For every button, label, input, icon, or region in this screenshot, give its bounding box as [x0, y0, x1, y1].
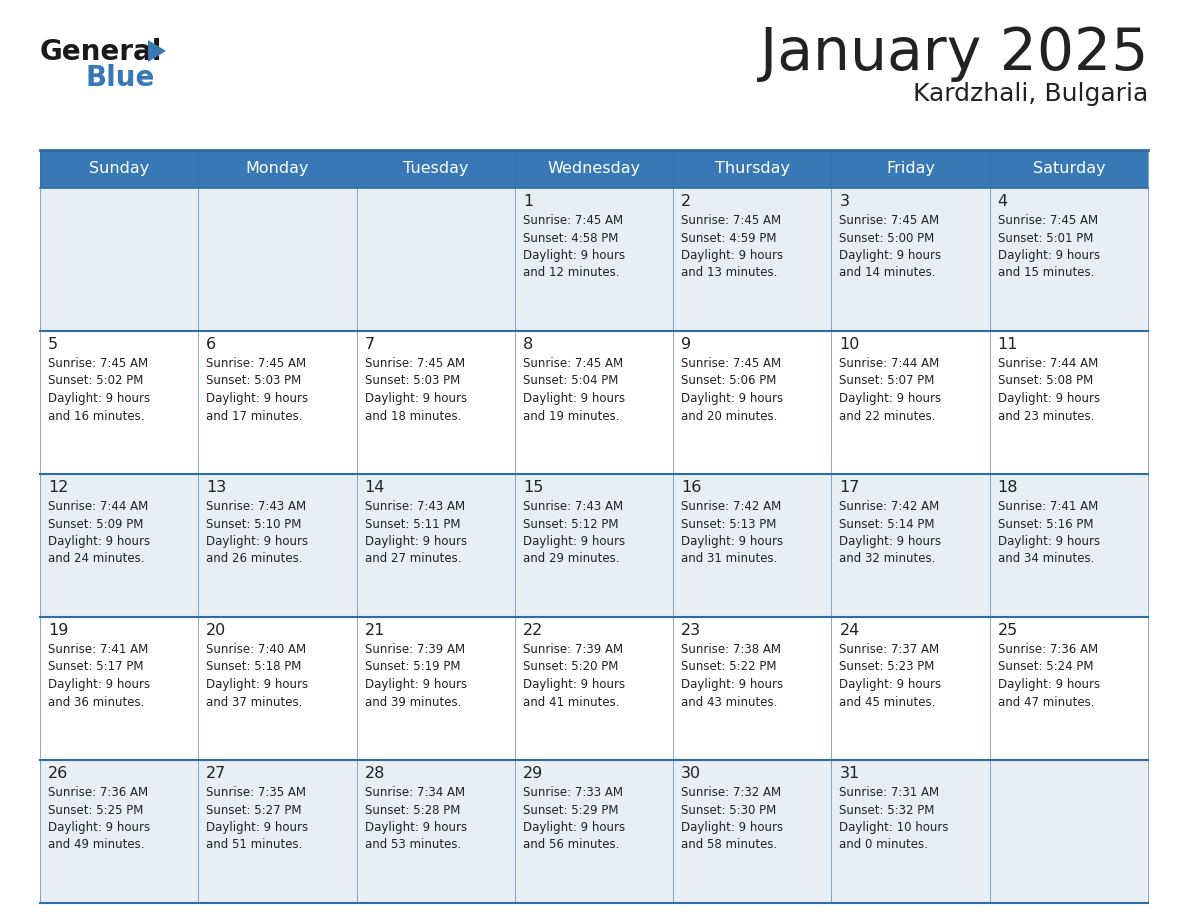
Text: Thursday: Thursday: [715, 162, 790, 176]
Bar: [40, 150, 198, 188]
Text: Friday: Friday: [886, 162, 935, 176]
Text: 18: 18: [998, 480, 1018, 495]
Text: Sunrise: 7:33 AM
Sunset: 5:29 PM
Daylight: 9 hours
and 56 minutes.: Sunrise: 7:33 AM Sunset: 5:29 PM Dayligh…: [523, 786, 625, 852]
Text: 20: 20: [207, 623, 227, 638]
Text: Sunrise: 7:44 AM
Sunset: 5:07 PM
Daylight: 9 hours
and 22 minutes.: Sunrise: 7:44 AM Sunset: 5:07 PM Dayligh…: [840, 357, 942, 422]
Text: Saturday: Saturday: [1032, 162, 1105, 176]
Text: Sunrise: 7:45 AM
Sunset: 5:03 PM
Daylight: 9 hours
and 18 minutes.: Sunrise: 7:45 AM Sunset: 5:03 PM Dayligh…: [365, 357, 467, 422]
Bar: [674, 150, 832, 188]
Text: 14: 14: [365, 480, 385, 495]
Text: Kardzhali, Bulgaria: Kardzhali, Bulgaria: [912, 82, 1148, 106]
Bar: [198, 150, 356, 188]
Text: Sunrise: 7:35 AM
Sunset: 5:27 PM
Daylight: 9 hours
and 51 minutes.: Sunrise: 7:35 AM Sunset: 5:27 PM Dayligh…: [207, 786, 309, 852]
Text: Sunrise: 7:45 AM
Sunset: 5:06 PM
Daylight: 9 hours
and 20 minutes.: Sunrise: 7:45 AM Sunset: 5:06 PM Dayligh…: [681, 357, 783, 422]
Text: 10: 10: [840, 337, 860, 352]
Text: 25: 25: [998, 623, 1018, 638]
Text: 12: 12: [48, 480, 69, 495]
Bar: [832, 150, 990, 188]
Text: Sunday: Sunday: [89, 162, 150, 176]
Text: 7: 7: [365, 337, 374, 352]
Text: Sunrise: 7:45 AM
Sunset: 5:04 PM
Daylight: 9 hours
and 19 minutes.: Sunrise: 7:45 AM Sunset: 5:04 PM Dayligh…: [523, 357, 625, 422]
Text: 3: 3: [840, 194, 849, 209]
Text: Sunrise: 7:34 AM
Sunset: 5:28 PM
Daylight: 9 hours
and 53 minutes.: Sunrise: 7:34 AM Sunset: 5:28 PM Dayligh…: [365, 786, 467, 852]
Text: Sunrise: 7:43 AM
Sunset: 5:10 PM
Daylight: 9 hours
and 26 minutes.: Sunrise: 7:43 AM Sunset: 5:10 PM Dayligh…: [207, 500, 309, 565]
Text: 9: 9: [681, 337, 691, 352]
Text: 22: 22: [523, 623, 543, 638]
Text: Sunrise: 7:44 AM
Sunset: 5:08 PM
Daylight: 9 hours
and 23 minutes.: Sunrise: 7:44 AM Sunset: 5:08 PM Dayligh…: [998, 357, 1100, 422]
Text: Sunrise: 7:41 AM
Sunset: 5:17 PM
Daylight: 9 hours
and 36 minutes.: Sunrise: 7:41 AM Sunset: 5:17 PM Dayligh…: [48, 643, 150, 709]
Text: 23: 23: [681, 623, 701, 638]
Text: Sunrise: 7:44 AM
Sunset: 5:09 PM
Daylight: 9 hours
and 24 minutes.: Sunrise: 7:44 AM Sunset: 5:09 PM Dayligh…: [48, 500, 150, 565]
Text: Sunrise: 7:42 AM
Sunset: 5:13 PM
Daylight: 9 hours
and 31 minutes.: Sunrise: 7:42 AM Sunset: 5:13 PM Dayligh…: [681, 500, 783, 565]
Bar: [40, 617, 1148, 760]
Text: Blue: Blue: [86, 64, 156, 92]
Text: Sunrise: 7:43 AM
Sunset: 5:11 PM
Daylight: 9 hours
and 27 minutes.: Sunrise: 7:43 AM Sunset: 5:11 PM Dayligh…: [365, 500, 467, 565]
Text: Sunrise: 7:42 AM
Sunset: 5:14 PM
Daylight: 9 hours
and 32 minutes.: Sunrise: 7:42 AM Sunset: 5:14 PM Dayligh…: [840, 500, 942, 565]
Text: Sunrise: 7:45 AM
Sunset: 5:01 PM
Daylight: 9 hours
and 15 minutes.: Sunrise: 7:45 AM Sunset: 5:01 PM Dayligh…: [998, 214, 1100, 279]
Text: January 2025: January 2025: [759, 25, 1148, 82]
Text: 27: 27: [207, 766, 227, 781]
Text: Sunrise: 7:38 AM
Sunset: 5:22 PM
Daylight: 9 hours
and 43 minutes.: Sunrise: 7:38 AM Sunset: 5:22 PM Dayligh…: [681, 643, 783, 709]
Text: 6: 6: [207, 337, 216, 352]
Text: 8: 8: [523, 337, 533, 352]
Text: Sunrise: 7:32 AM
Sunset: 5:30 PM
Daylight: 9 hours
and 58 minutes.: Sunrise: 7:32 AM Sunset: 5:30 PM Dayligh…: [681, 786, 783, 852]
Bar: [990, 150, 1148, 188]
Bar: [40, 760, 1148, 903]
Text: 29: 29: [523, 766, 543, 781]
Text: 17: 17: [840, 480, 860, 495]
Text: 1: 1: [523, 194, 533, 209]
Text: Sunrise: 7:31 AM
Sunset: 5:32 PM
Daylight: 10 hours
and 0 minutes.: Sunrise: 7:31 AM Sunset: 5:32 PM Dayligh…: [840, 786, 949, 852]
Text: 24: 24: [840, 623, 860, 638]
Text: 2: 2: [681, 194, 691, 209]
Text: Sunrise: 7:37 AM
Sunset: 5:23 PM
Daylight: 9 hours
and 45 minutes.: Sunrise: 7:37 AM Sunset: 5:23 PM Dayligh…: [840, 643, 942, 709]
Text: Sunrise: 7:39 AM
Sunset: 5:20 PM
Daylight: 9 hours
and 41 minutes.: Sunrise: 7:39 AM Sunset: 5:20 PM Dayligh…: [523, 643, 625, 709]
Text: Sunrise: 7:43 AM
Sunset: 5:12 PM
Daylight: 9 hours
and 29 minutes.: Sunrise: 7:43 AM Sunset: 5:12 PM Dayligh…: [523, 500, 625, 565]
Text: 30: 30: [681, 766, 701, 781]
Bar: [40, 188, 1148, 331]
Text: Sunrise: 7:36 AM
Sunset: 5:25 PM
Daylight: 9 hours
and 49 minutes.: Sunrise: 7:36 AM Sunset: 5:25 PM Dayligh…: [48, 786, 150, 852]
Text: Sunrise: 7:40 AM
Sunset: 5:18 PM
Daylight: 9 hours
and 37 minutes.: Sunrise: 7:40 AM Sunset: 5:18 PM Dayligh…: [207, 643, 309, 709]
Text: 28: 28: [365, 766, 385, 781]
Text: Sunrise: 7:45 AM
Sunset: 5:02 PM
Daylight: 9 hours
and 16 minutes.: Sunrise: 7:45 AM Sunset: 5:02 PM Dayligh…: [48, 357, 150, 422]
Text: Sunrise: 7:45 AM
Sunset: 4:58 PM
Daylight: 9 hours
and 12 minutes.: Sunrise: 7:45 AM Sunset: 4:58 PM Dayligh…: [523, 214, 625, 279]
Text: 15: 15: [523, 480, 543, 495]
Text: 11: 11: [998, 337, 1018, 352]
Text: Sunrise: 7:36 AM
Sunset: 5:24 PM
Daylight: 9 hours
and 47 minutes.: Sunrise: 7:36 AM Sunset: 5:24 PM Dayligh…: [998, 643, 1100, 709]
Text: 13: 13: [207, 480, 227, 495]
Bar: [40, 474, 1148, 617]
Text: Sunrise: 7:45 AM
Sunset: 5:00 PM
Daylight: 9 hours
and 14 minutes.: Sunrise: 7:45 AM Sunset: 5:00 PM Dayligh…: [840, 214, 942, 279]
Text: 16: 16: [681, 480, 702, 495]
Text: Monday: Monday: [246, 162, 309, 176]
Bar: [40, 331, 1148, 474]
Text: Sunrise: 7:39 AM
Sunset: 5:19 PM
Daylight: 9 hours
and 39 minutes.: Sunrise: 7:39 AM Sunset: 5:19 PM Dayligh…: [365, 643, 467, 709]
Text: Sunrise: 7:45 AM
Sunset: 5:03 PM
Daylight: 9 hours
and 17 minutes.: Sunrise: 7:45 AM Sunset: 5:03 PM Dayligh…: [207, 357, 309, 422]
Text: Wednesday: Wednesday: [548, 162, 640, 176]
Text: Tuesday: Tuesday: [403, 162, 468, 176]
Text: 5: 5: [48, 337, 58, 352]
Text: Sunrise: 7:45 AM
Sunset: 4:59 PM
Daylight: 9 hours
and 13 minutes.: Sunrise: 7:45 AM Sunset: 4:59 PM Dayligh…: [681, 214, 783, 279]
Text: Sunrise: 7:41 AM
Sunset: 5:16 PM
Daylight: 9 hours
and 34 minutes.: Sunrise: 7:41 AM Sunset: 5:16 PM Dayligh…: [998, 500, 1100, 565]
Bar: [514, 150, 674, 188]
Text: 19: 19: [48, 623, 69, 638]
Text: 26: 26: [48, 766, 68, 781]
Text: 21: 21: [365, 623, 385, 638]
Text: General: General: [40, 38, 163, 66]
Bar: [356, 150, 514, 188]
Polygon shape: [148, 40, 166, 62]
Text: 31: 31: [840, 766, 860, 781]
Text: 4: 4: [998, 194, 1007, 209]
